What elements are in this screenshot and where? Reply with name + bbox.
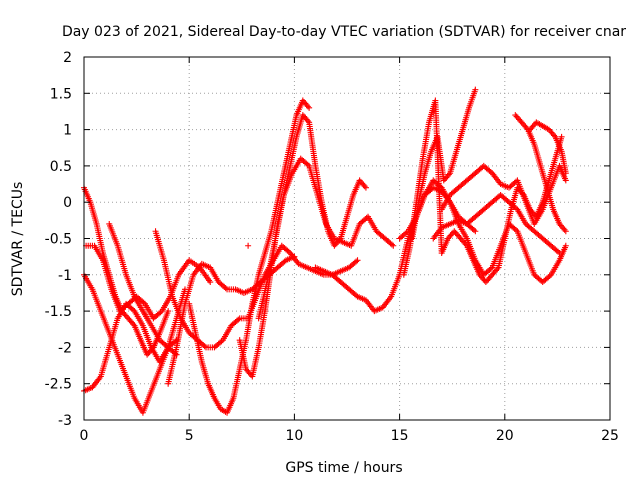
- series-track-4: [81, 271, 180, 416]
- data-point: [472, 228, 479, 235]
- x-axis-tick-labels: 0 5 10 15 20 25: [80, 428, 619, 444]
- data-point: [291, 253, 298, 260]
- data-point: [390, 242, 397, 249]
- data-point: [472, 86, 479, 93]
- series-track-14: [400, 97, 565, 286]
- y-tick-label: -1: [58, 268, 72, 284]
- data-point: [201, 343, 208, 350]
- data-point: [354, 257, 361, 264]
- data-point: [353, 258, 360, 265]
- y-tick-label: 0: [63, 195, 72, 211]
- data-point: [362, 184, 369, 191]
- x-tick-label: 0: [80, 428, 89, 444]
- data-point: [353, 292, 360, 299]
- data-point: [130, 306, 137, 313]
- data-point: [218, 338, 225, 345]
- data-point: [513, 227, 520, 234]
- series-track-18: [527, 119, 569, 177]
- data-point: [487, 265, 494, 272]
- data-point: [285, 248, 292, 255]
- series-track-3: [83, 242, 214, 322]
- axis-ticks: [83, 56, 611, 421]
- series-track-10: [255, 155, 397, 322]
- series-track-15: [430, 191, 563, 257]
- y-tick-label: 0.5: [50, 159, 72, 175]
- data-point: [403, 229, 410, 236]
- series-track-2: [81, 286, 188, 394]
- data-point: [388, 241, 395, 248]
- data-point: [235, 316, 242, 323]
- series-track-7: [165, 253, 298, 387]
- y-tick-label: -1.5: [45, 304, 72, 320]
- data-point: [562, 228, 569, 235]
- x-axis-label: GPS time / hours: [285, 460, 402, 476]
- data-point: [562, 242, 569, 249]
- data-point: [281, 258, 288, 265]
- data-point: [470, 227, 477, 234]
- chart-title: Day 023 of 2021, Sidereal Day-to-day VTE…: [62, 24, 626, 40]
- data-point: [562, 170, 569, 177]
- data-point: [157, 309, 164, 316]
- x-tick-label: 15: [391, 428, 409, 444]
- data-point: [556, 250, 563, 257]
- series-track-13: [409, 86, 479, 242]
- data-point: [140, 299, 147, 306]
- data-point: [245, 242, 252, 249]
- data-point: [513, 205, 520, 212]
- x-tick-label: 20: [496, 428, 514, 444]
- y-tick-label: -2: [58, 340, 72, 356]
- y-tick-label: 2: [63, 50, 72, 66]
- data-point: [562, 177, 569, 184]
- data-point: [487, 168, 494, 175]
- y-tick-label: -3: [58, 413, 72, 429]
- series-track-17: [512, 112, 569, 235]
- plot-area: [81, 86, 569, 416]
- y-tick-label: -2.5: [45, 377, 72, 393]
- y-tick-label: -0.5: [45, 232, 72, 248]
- y-axis-tick-labels: -3 -2.5 -2 -1.5 -1 -0.5 0 0.5 1 1.5 2: [45, 50, 72, 429]
- x-tick-label: 10: [285, 428, 303, 444]
- data-point: [207, 279, 214, 286]
- data-point: [165, 308, 172, 315]
- data-point: [558, 133, 565, 140]
- x-tick-label: 25: [601, 428, 619, 444]
- y-tick-label: 1: [63, 123, 72, 139]
- y-tick-label: 1.5: [50, 86, 72, 102]
- series-track-5: [106, 220, 180, 358]
- data-point: [306, 104, 313, 111]
- data-point: [304, 161, 311, 168]
- series-track-16: [438, 162, 569, 227]
- data-point: [546, 273, 553, 280]
- data-point: [222, 285, 229, 292]
- data-point: [555, 248, 562, 255]
- x-tick-label: 5: [185, 428, 194, 444]
- y-axis-label: SDTVAR / TECUs: [10, 182, 26, 297]
